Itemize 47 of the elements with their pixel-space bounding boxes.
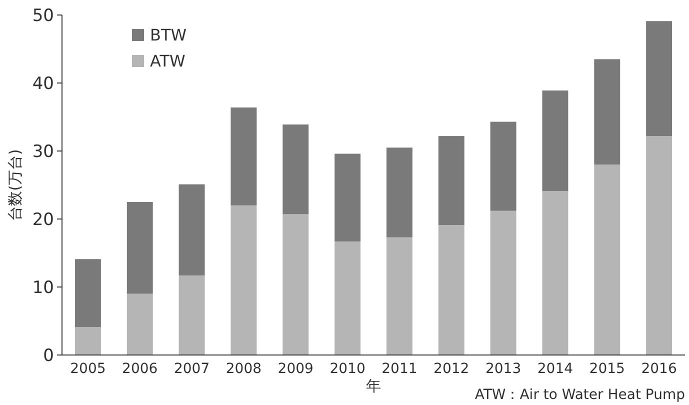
- y-axis-title: 台数(万台): [6, 149, 24, 221]
- x-tick-label: 2011: [382, 361, 418, 377]
- x-axis-title: 年: [366, 377, 381, 395]
- bar: [178, 275, 205, 355]
- x-tick-label: 2007: [174, 361, 210, 377]
- y-tick-label: 20: [32, 210, 54, 230]
- bar: [386, 148, 412, 238]
- y-tick-label: 10: [32, 278, 54, 298]
- x-tick-label: 2009: [278, 361, 314, 377]
- bar: [542, 90, 568, 192]
- text: ATW：Air to Water Heat Pump: [474, 387, 686, 403]
- y-tick-label: 40: [32, 74, 54, 94]
- bar: [490, 210, 516, 355]
- y-tick-label: 0: [43, 346, 54, 366]
- bar: [438, 225, 464, 355]
- x-tick-label: 2010: [330, 361, 366, 377]
- bar: [594, 59, 620, 165]
- bar: [646, 136, 672, 355]
- bar: [74, 327, 101, 355]
- bar: [542, 191, 568, 355]
- bar: [230, 107, 257, 206]
- bar: [594, 164, 620, 355]
- x-tick-label: 2014: [537, 361, 574, 377]
- bar: [230, 205, 257, 355]
- x-tick-label: 2013: [485, 361, 522, 377]
- x-tick-label: 2016: [641, 361, 677, 377]
- bar: [334, 241, 361, 355]
- bar: [74, 259, 101, 328]
- x-tick-label: 2008: [226, 361, 262, 377]
- bar: [490, 122, 516, 211]
- y-tick-label: 30: [32, 142, 54, 162]
- bar: [282, 124, 309, 214]
- bar: [646, 21, 672, 136]
- bar: [438, 136, 464, 226]
- x-tick-label: 2012: [434, 361, 470, 377]
- x-tick-label: 2005: [70, 361, 106, 377]
- bar: [386, 237, 412, 355]
- legend-label: ATW: [150, 52, 186, 71]
- x-tick-label: 2006: [122, 361, 158, 377]
- bar: [334, 154, 361, 242]
- legend-label: BTW: [150, 26, 187, 45]
- y-tick-label: 50: [32, 6, 54, 26]
- bar: [126, 202, 153, 294]
- bar: [126, 294, 153, 355]
- bar: [282, 214, 309, 355]
- x-tick-label: 2015: [589, 361, 625, 377]
- bar: [178, 184, 205, 276]
